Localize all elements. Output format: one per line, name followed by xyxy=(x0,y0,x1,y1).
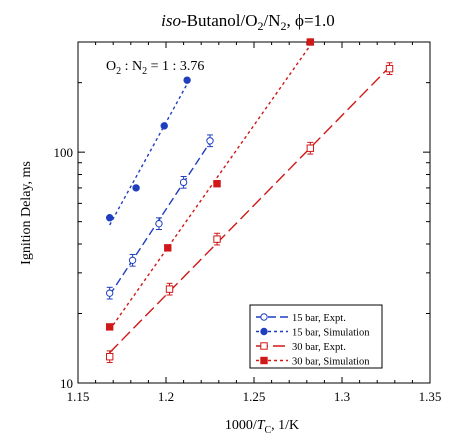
x-tick-label: 1.35 xyxy=(419,389,442,404)
legend-marker xyxy=(260,313,268,321)
chart-title: iso-Butanol/O2/N2, ϕ=1.0 xyxy=(161,11,335,33)
series-4 xyxy=(105,38,315,331)
legend-item-2: 15 bar, Simulation xyxy=(256,328,370,339)
data-point xyxy=(128,256,137,265)
data-point xyxy=(160,122,168,130)
data-point xyxy=(179,178,188,187)
data-point xyxy=(132,184,140,192)
data-point xyxy=(105,214,114,222)
series-fit-line xyxy=(109,66,391,354)
data-point xyxy=(213,235,221,243)
data-point xyxy=(105,289,114,297)
data-point xyxy=(164,244,172,252)
x-axis-label: 1000/TC, 1/K xyxy=(225,418,299,436)
data-point xyxy=(385,64,394,73)
data-point xyxy=(105,323,114,331)
y-tick-label: 100 xyxy=(54,145,74,160)
legend-label: 15 bar, Simulation xyxy=(292,328,370,339)
series-3 xyxy=(105,62,394,364)
legend-label: 30 bar, Simulation xyxy=(292,357,370,368)
legend-label: 15 bar, Expt. xyxy=(292,313,346,324)
series-1 xyxy=(105,134,214,300)
legend-marker xyxy=(260,327,268,336)
mixture-annotation: O2 : N2 = 1 : 3.76 xyxy=(106,59,204,77)
legend: 15 bar, Expt. 15 bar, Simulation 30 bar, E… xyxy=(249,304,383,369)
legend-item-4: 30 bar, Simulation xyxy=(256,357,370,368)
legend-marker xyxy=(260,356,268,365)
data-point xyxy=(206,137,214,145)
y-axis-label: Ignition Delay, ms xyxy=(19,161,34,265)
x-tick-label: 1.25 xyxy=(243,389,266,404)
x-tick-label: 1.15 xyxy=(67,389,90,404)
data-point xyxy=(213,179,221,188)
y-tick-label: 10 xyxy=(60,376,73,391)
legend-box xyxy=(249,304,383,369)
legend-marker xyxy=(260,342,268,350)
legend-label: 30 bar, Expt. xyxy=(292,342,346,353)
data-point xyxy=(183,76,191,84)
series-2 xyxy=(105,76,191,226)
legend-item-1: 15 bar, Expt. xyxy=(256,313,346,324)
data-point xyxy=(306,38,315,46)
data-point xyxy=(165,285,174,293)
plot-area: 1.15 1.2 1.25 1.3 1.35 10 100 xyxy=(54,38,442,404)
data-point xyxy=(105,352,114,361)
data-point xyxy=(155,219,163,228)
series-fit-line xyxy=(109,44,311,331)
legend-item-3: 30 bar, Expt. xyxy=(256,342,346,353)
x-tick-label: 1.2 xyxy=(158,389,174,404)
x-tick-label: 1.3 xyxy=(334,389,350,404)
data-point xyxy=(306,144,315,152)
series-fit-line xyxy=(109,142,211,296)
series-fit-line xyxy=(109,83,188,226)
